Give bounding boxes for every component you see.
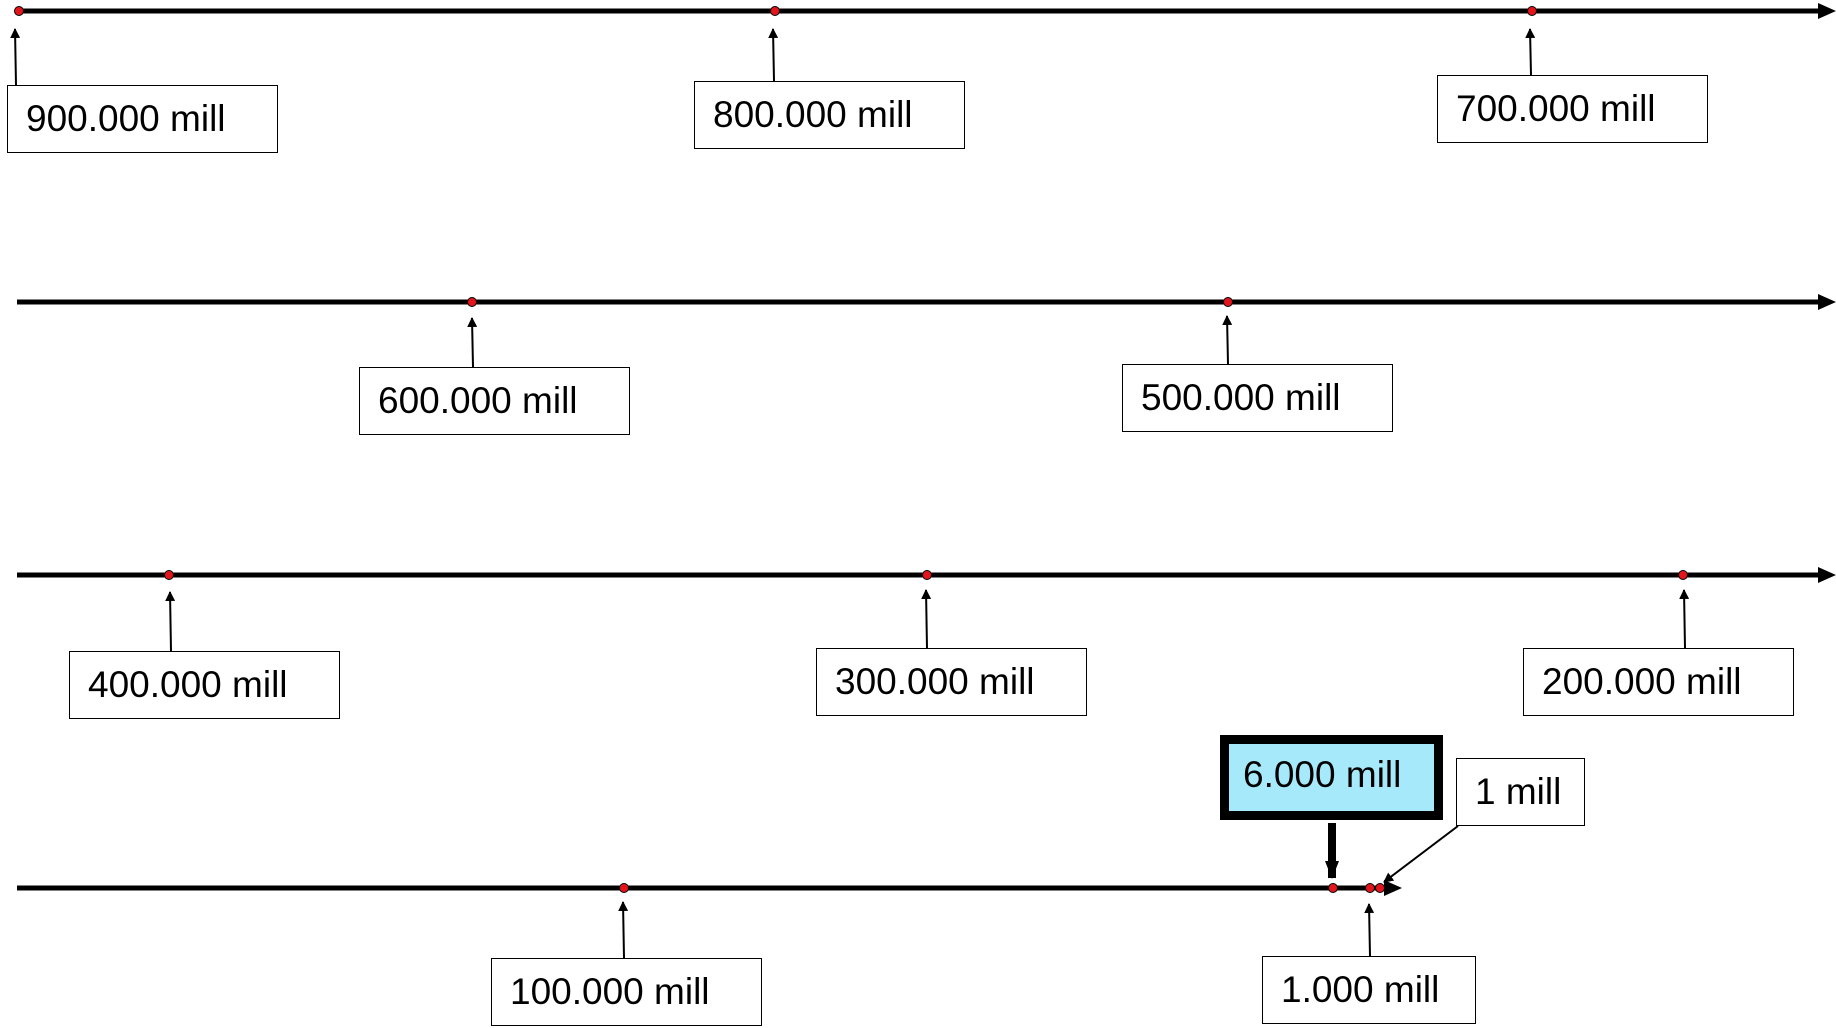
value-points: [14, 6, 1688, 893]
label-1-mill: 1 mill: [1456, 758, 1585, 826]
arrow-700: [1525, 28, 1536, 76]
arrow-200: [1679, 589, 1690, 649]
arrow-800: [768, 28, 779, 82]
point-700: [1527, 6, 1537, 16]
label-6000-mill-highlight: 6.000 mill: [1220, 735, 1443, 820]
point-400: [164, 570, 174, 580]
point-600: [467, 297, 477, 307]
point-300: [922, 570, 932, 580]
label-100000-mill: 100.000 mill: [491, 958, 762, 1026]
arrow-300: [921, 589, 932, 649]
point-1: [1375, 883, 1385, 893]
arrow-1000: [1364, 903, 1375, 957]
point-800: [770, 6, 780, 16]
label-900000-mill: 900.000 mill: [7, 85, 278, 153]
arrow-100: [618, 901, 629, 959]
label-400000-mill: 400.000 mill: [69, 651, 340, 719]
point-200: [1678, 570, 1688, 580]
pointer-arrows: [10, 28, 1690, 959]
arrow-600: [467, 317, 478, 368]
axis-row-1: [17, 3, 1836, 19]
arrow-400: [165, 591, 176, 652]
arrow-500: [1222, 315, 1233, 365]
label-800000-mill: 800.000 mill: [694, 81, 965, 149]
point-100: [619, 883, 629, 893]
axis-row-4: [17, 880, 1402, 896]
label-500000-mill: 500.000 mill: [1122, 364, 1393, 432]
label-1000-mill: 1.000 mill: [1262, 956, 1476, 1024]
arrow-1: [1383, 825, 1459, 883]
arrow-900: [10, 28, 21, 86]
label-300000-mill: 300.000 mill: [816, 648, 1087, 716]
label-700000-mill: 700.000 mill: [1437, 75, 1708, 143]
label-600000-mill: 600.000 mill: [359, 367, 630, 435]
axis-row-3: [17, 567, 1836, 583]
label-200000-mill: 200.000 mill: [1523, 648, 1794, 716]
point-900: [14, 6, 24, 16]
point-500: [1223, 297, 1233, 307]
point-1000: [1365, 883, 1375, 893]
point-6000: [1328, 883, 1338, 893]
axis-row-2: [17, 294, 1836, 310]
